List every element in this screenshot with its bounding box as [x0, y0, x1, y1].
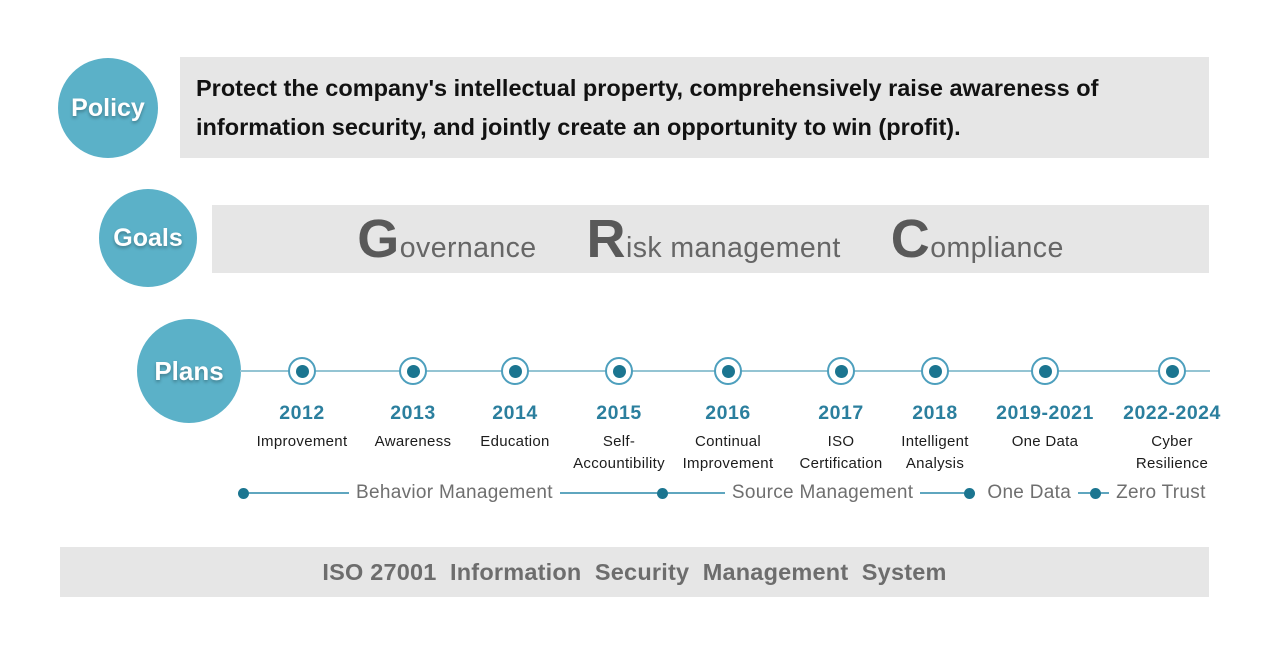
milestone-label: One Data	[1011, 433, 1079, 450]
milestone-year: 2015	[596, 402, 642, 424]
timeline-node-dot	[1038, 364, 1052, 378]
phase-line	[1078, 492, 1091, 494]
timeline-node	[1158, 357, 1186, 385]
milestone-year: 2016	[705, 402, 751, 424]
milestone-year: 2018	[912, 402, 958, 424]
milestone-label: Cyber Resilience	[1135, 433, 1209, 472]
plans-bubble-label: Plans	[154, 355, 224, 386]
policy-bubble-label: Policy	[71, 93, 145, 122]
goal-term-risk-management: Risk management	[587, 208, 841, 270]
milestone-year: 2022-2024	[1123, 402, 1221, 424]
iso-banner-text: ISO 27001 Information Security Managemen…	[322, 558, 947, 585]
timeline-node	[714, 357, 742, 385]
timeline-node-dot	[406, 364, 420, 378]
milestone-year: 2012	[279, 402, 325, 424]
phase-label-one-data: One Data	[987, 482, 1072, 503]
goals-bar: Governance Risk management Compliance	[212, 205, 1209, 273]
policy-statement-box: Protect the company's intellectual prope…	[180, 57, 1209, 158]
iso-banner: ISO 27001 Information Security Managemen…	[60, 547, 1209, 597]
timeline-node-dot	[1165, 364, 1179, 378]
timeline-node	[921, 357, 949, 385]
phase-line	[667, 492, 725, 494]
goal-rest: isk management	[626, 232, 841, 264]
milestone-label: Education	[480, 433, 550, 450]
phase-label-behavior-management: Behavior Management	[356, 482, 553, 503]
timeline-node-dot	[295, 364, 309, 378]
phase-dot	[964, 487, 976, 499]
milestone-year: 2017	[818, 402, 864, 424]
timeline-node	[605, 357, 633, 385]
goal-rest: ompliance	[930, 232, 1064, 264]
milestone-year: 2019-2021	[996, 402, 1094, 424]
milestone-label: Improvement	[256, 433, 348, 450]
phase-line	[920, 492, 965, 494]
milestone-year: 2014	[492, 402, 538, 424]
phase-label-zero-trust: Zero Trust	[1116, 482, 1206, 503]
timeline-node-dot	[928, 364, 942, 378]
timeline-node-dot	[508, 364, 522, 378]
timeline-node	[501, 357, 529, 385]
timeline-node-dot	[834, 364, 848, 378]
phase-dot	[656, 487, 668, 499]
policy-statement-line-1: Protect the company's intellectual prope…	[196, 74, 1099, 101]
timeline-node-dot	[721, 364, 735, 378]
goal-rest: overnance	[399, 232, 537, 264]
phase-row: Behavior Management Source Management On…	[238, 482, 1213, 504]
milestone-label: Self- Accountibility	[573, 433, 665, 472]
milestone-label: ISO Certification	[799, 433, 883, 472]
goal-initial: R	[586, 209, 626, 269]
phase-line	[559, 492, 657, 494]
milestone-label: Intelligent Analysis	[901, 433, 969, 472]
timeline-node	[827, 357, 855, 385]
timeline-node	[399, 357, 427, 385]
phase-line	[249, 492, 349, 494]
timeline-node	[1031, 357, 1059, 385]
timeline-node	[288, 357, 316, 385]
policy-bubble: Policy	[58, 58, 158, 158]
policy-statement-line-2: information security, and jointly create…	[196, 113, 961, 140]
goal-term-governance: Governance	[357, 208, 536, 270]
milestone-label: Awareness	[374, 433, 452, 450]
plans-bubble: Plans	[137, 319, 241, 423]
phase-label-source-management: Source Management	[731, 482, 914, 503]
milestone-year: 2013	[390, 402, 436, 424]
goals-bubble-label: Goals	[113, 223, 183, 252]
goal-initial: G	[357, 209, 400, 269]
phase-dot	[1090, 487, 1102, 499]
phase-dot	[238, 487, 249, 499]
phase-line	[1101, 492, 1110, 494]
goal-initial: C	[890, 209, 931, 269]
goal-term-compliance: Compliance	[891, 208, 1064, 270]
timeline-node-dot	[612, 364, 626, 378]
milestone-label: Continual Improvement	[682, 433, 774, 472]
goals-bubble: Goals	[99, 189, 197, 287]
